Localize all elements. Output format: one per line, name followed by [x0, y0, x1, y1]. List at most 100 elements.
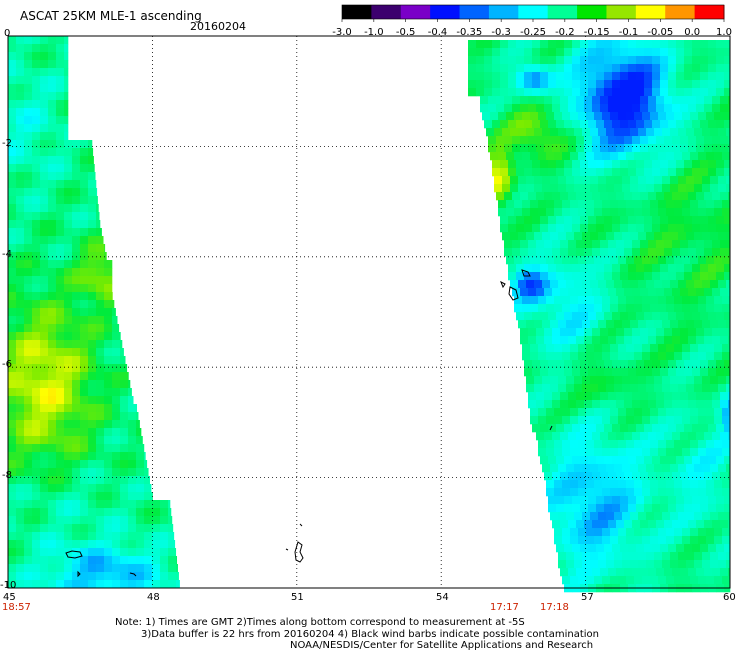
data-cell	[678, 376, 687, 385]
data-cell	[634, 448, 643, 457]
data-cell	[64, 508, 73, 517]
data-cell	[710, 176, 719, 185]
data-cell	[654, 176, 663, 185]
data-cell	[144, 564, 153, 573]
data-cell	[72, 196, 81, 205]
data-cell	[678, 320, 687, 329]
data-cell	[700, 160, 709, 169]
data-cell	[652, 48, 661, 57]
data-cell	[24, 524, 33, 533]
data-cell	[640, 432, 649, 441]
data-cell	[40, 540, 49, 549]
data-cell	[16, 268, 25, 277]
data-cell	[582, 184, 591, 193]
data-cell	[64, 212, 73, 221]
data-cell	[556, 120, 565, 129]
data-cell	[632, 568, 641, 577]
data-cell	[144, 572, 153, 581]
data-cell	[500, 48, 509, 57]
data-cell	[642, 152, 651, 161]
data-cell	[708, 264, 717, 273]
data-cell	[538, 208, 547, 217]
data-cell	[684, 368, 693, 377]
data-cell	[550, 184, 559, 193]
data-cell	[492, 40, 501, 49]
data-cell	[48, 252, 57, 261]
data-cell	[700, 272, 709, 281]
data-cell	[8, 364, 17, 373]
data-cell	[588, 496, 597, 505]
data-cell	[540, 72, 549, 81]
data-cell	[660, 72, 669, 81]
data-cell	[616, 400, 625, 409]
data-cell	[722, 208, 731, 217]
data-cell	[588, 40, 597, 49]
data-cell	[160, 548, 169, 557]
data-cell	[144, 500, 153, 509]
data-cell	[626, 448, 635, 457]
data-cell	[56, 172, 65, 181]
data-cell	[8, 468, 17, 477]
data-cell	[664, 520, 673, 529]
data-cell	[32, 404, 41, 413]
data-cell	[630, 464, 639, 473]
data-cell	[724, 40, 731, 49]
colorbar-label: -3.0	[332, 27, 352, 38]
island-outline	[500, 280, 506, 289]
data-cell	[494, 184, 503, 193]
data-cell	[608, 328, 617, 337]
data-cell	[32, 428, 41, 437]
data-cell	[32, 332, 41, 341]
data-cell	[656, 520, 665, 529]
data-cell	[584, 400, 593, 409]
data-cell	[642, 488, 651, 497]
data-cell	[64, 372, 73, 381]
data-cell	[72, 356, 81, 365]
data-cell	[598, 184, 607, 193]
data-cell	[136, 548, 145, 557]
data-cell	[612, 64, 621, 73]
data-cell	[56, 156, 65, 165]
data-cell	[510, 280, 519, 289]
data-cell	[682, 352, 691, 361]
data-cell	[532, 168, 541, 177]
data-cell	[602, 576, 611, 585]
data-cell	[626, 416, 635, 425]
data-cell	[590, 320, 599, 329]
data-cell	[8, 428, 17, 437]
data-cell	[484, 56, 493, 65]
data-cell	[564, 496, 573, 505]
data-cell	[88, 340, 97, 349]
data-cell	[654, 232, 663, 241]
data-cell	[678, 384, 687, 393]
time-right-1: 17:17	[490, 602, 519, 613]
data-cell	[658, 152, 667, 161]
data-cell	[724, 120, 731, 129]
data-cell	[692, 312, 701, 321]
data-cell	[520, 144, 529, 153]
data-cell	[56, 76, 65, 85]
data-cell	[640, 96, 649, 105]
data-cell	[560, 520, 569, 529]
data-cell	[88, 196, 97, 205]
data-cell	[486, 128, 495, 137]
data-cell	[32, 92, 41, 101]
data-cell	[72, 572, 81, 581]
data-cell	[704, 328, 713, 337]
data-cell	[104, 556, 113, 565]
data-cell	[724, 48, 731, 57]
data-cell	[600, 288, 609, 297]
data-cell	[668, 504, 677, 513]
data-cell	[602, 256, 611, 265]
data-cell	[586, 152, 595, 161]
data-cell	[16, 372, 25, 381]
data-cell	[652, 496, 661, 505]
data-cell	[56, 412, 65, 421]
data-cell	[512, 144, 521, 153]
data-cell	[528, 240, 537, 249]
data-cell	[528, 136, 537, 145]
data-cell	[592, 568, 601, 577]
data-cell	[120, 372, 129, 381]
data-cell	[56, 540, 65, 549]
data-cell	[592, 96, 601, 105]
